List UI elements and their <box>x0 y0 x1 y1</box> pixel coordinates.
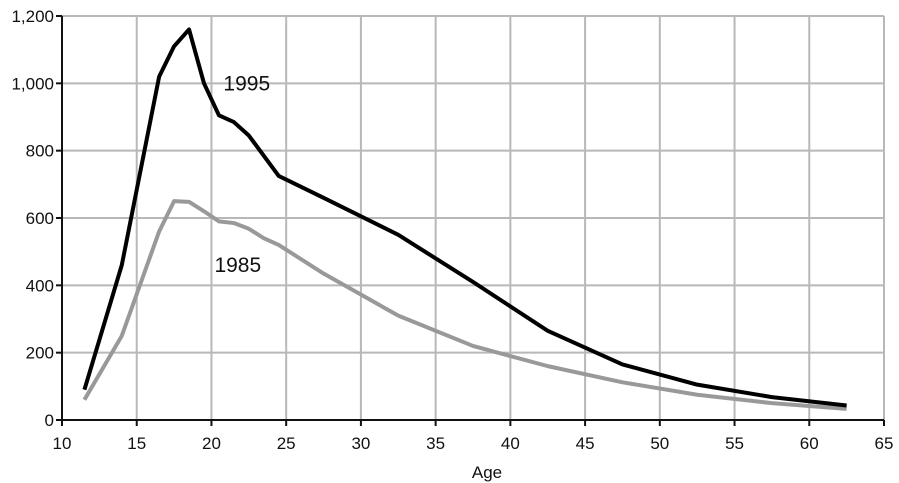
x-tick-label: 65 <box>875 434 894 453</box>
y-tick-label: 400 <box>26 276 54 295</box>
x-axis-title: Age <box>472 463 502 482</box>
y-tick-label: 0 <box>45 411 54 430</box>
x-tick-label: 50 <box>650 434 669 453</box>
axes <box>56 15 885 426</box>
y-tick-label: 600 <box>26 209 54 228</box>
series-line-1985 <box>82 199 847 411</box>
x-tick-label: 60 <box>800 434 819 453</box>
x-tick-label: 30 <box>351 434 370 453</box>
x-tick-label: 10 <box>53 434 72 453</box>
y-tick-label: 200 <box>26 344 54 363</box>
x-tick-label: 25 <box>277 434 296 453</box>
y-tick-label: 1,200 <box>11 7 54 26</box>
x-tick-label: 20 <box>202 434 221 453</box>
tick-labels: 10 15 20 25 30 35 40 45 50 55 60 65 0 200 400 600 800 1,0… <box>11 7 893 453</box>
x-tick-label: 55 <box>725 434 744 453</box>
y-tick-label: 800 <box>26 142 54 161</box>
series-lines <box>82 27 847 411</box>
series-label-1985: 1985 <box>214 254 261 277</box>
grid <box>62 15 885 420</box>
x-tick-label: 35 <box>426 434 445 453</box>
y-tick-label: 1,000 <box>11 74 54 93</box>
x-tick-label: 45 <box>576 434 595 453</box>
x-tick-label: 40 <box>501 434 520 453</box>
series-line-1995 <box>82 27 847 408</box>
x-tick-label: 15 <box>127 434 146 453</box>
series-label-1995: 1995 <box>223 72 270 95</box>
